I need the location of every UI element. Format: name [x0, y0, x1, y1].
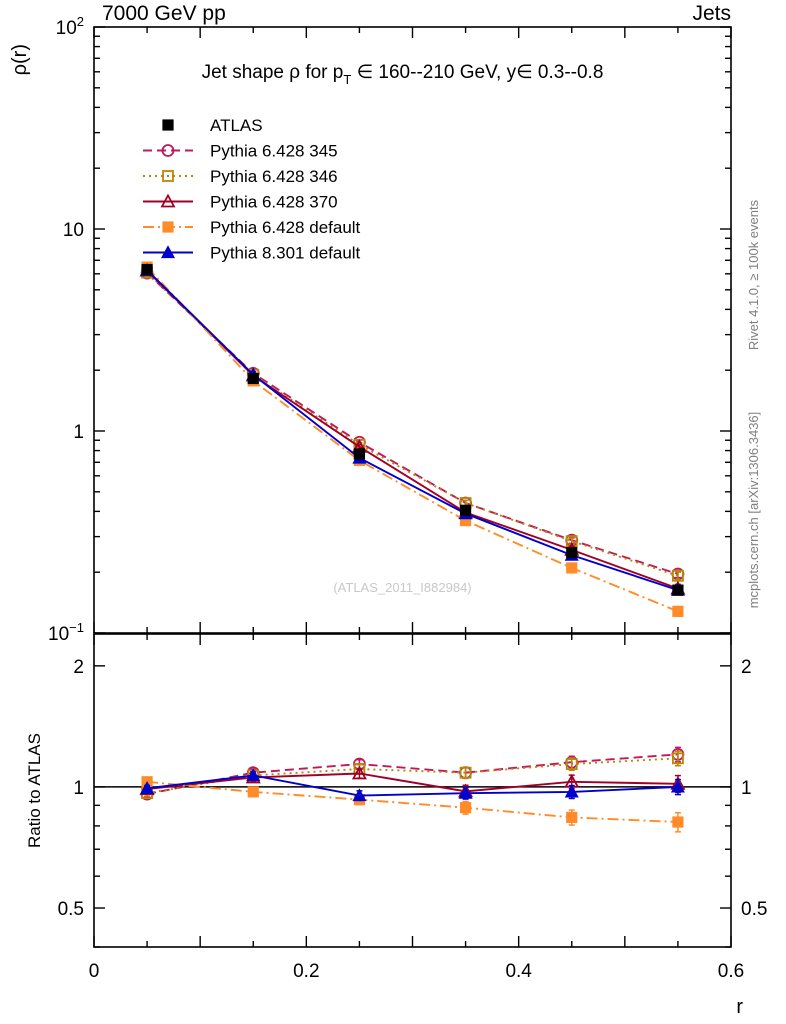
datapoint-Pythia-6-428-346: [565, 758, 578, 770]
ytick-label-ratio-right: 1: [741, 778, 752, 799]
legend-marker-0: [162, 119, 174, 131]
main-ylabel: ρ(r): [9, 44, 31, 75]
xtick-label: 0.2: [293, 961, 319, 982]
datapoint-Pythia-8-301-default: [564, 784, 579, 798]
datapoint-Pythia-6-428-default: [672, 605, 684, 617]
legend-label-1[interactable]: Pythia 6.428 345: [210, 142, 338, 161]
header-right: Jets: [692, 2, 731, 25]
series-line-Pythia-6-428-default: [146, 266, 679, 613]
series-line-Pythia-6-428-345: [146, 272, 679, 575]
series-line-Pythia-8-301-default: [146, 774, 678, 797]
legend-label-3[interactable]: Pythia 6.428 370: [210, 193, 338, 212]
xtick-label: 0.4: [505, 961, 532, 982]
main-title: Jet shape ρ for pT ∈ 160--210 GeV, y∈ 0.…: [202, 62, 604, 87]
ytick-label-ratio: 0.5: [58, 899, 84, 920]
legend-label-2[interactable]: Pythia 6.428 346: [210, 167, 338, 186]
datapoint-ATLAS: [566, 547, 578, 559]
datapoint-ATLAS: [353, 448, 366, 460]
ytick-label-main: 102: [56, 14, 84, 39]
datapoint-Pythia-8-301-default: [140, 781, 155, 794]
datapoint-Pythia-8-301-default: [246, 768, 261, 782]
datapoint-ATLAS: [247, 372, 259, 385]
ytick-label-main: 10−1: [48, 620, 84, 645]
legend-label-4[interactable]: Pythia 6.428 default: [210, 218, 361, 237]
datapoint-ATLAS: [459, 504, 472, 516]
ytick-label-main: 1: [73, 422, 84, 443]
datapoint-Pythia-6-428-default: [247, 786, 259, 798]
datapoint-Pythia-8-301-default: [458, 785, 473, 799]
xtick-label: 0: [89, 961, 100, 982]
side-note-mcplots: mcplots.cern.ch [arXiv:1306.3436]: [746, 412, 761, 609]
datapoint-Pythia-6-428-default: [566, 562, 578, 574]
series-line-Pythia-6-428-370: [146, 269, 679, 590]
datapoint-Pythia-6-428-370: [351, 765, 367, 780]
legend-marker-2: [162, 170, 174, 182]
side-note-rivet: Rivet 4.1.0, ≥ 100k events: [746, 199, 761, 350]
datapoint-Pythia-8-301-default: [670, 779, 685, 793]
legend-label-0[interactable]: ATLAS: [210, 116, 263, 135]
datapoint-Pythia-8-301-default: [352, 788, 367, 802]
header-left: 7000 GeV pp: [102, 2, 226, 25]
ytick-label-ratio: 2: [73, 657, 84, 678]
series-line-Pythia-6-428-370: [146, 772, 678, 793]
xtick-label: 0.6: [718, 961, 744, 982]
series-line-Pythia-6-428-345: [146, 753, 678, 795]
ratio-panel-frame: [93, 633, 732, 948]
xaxis-label: r: [736, 996, 743, 1018]
legend-marker-5: [160, 245, 176, 259]
datapoint-Pythia-6-428-346: [459, 766, 472, 779]
ytick-label-ratio-right: 2: [741, 657, 752, 678]
datapoint-Pythia-6-428-default: [672, 816, 684, 828]
datapoint-ATLAS: [672, 584, 684, 596]
series-line-Pythia-8-301-default: [146, 269, 679, 592]
datapoint-Pythia-6-428-default: [566, 811, 578, 823]
series-line-Pythia-6-428-default: [146, 780, 678, 823]
legend-label-5[interactable]: Pythia 8.301 default: [210, 244, 361, 263]
legend-marker-1: [161, 144, 175, 157]
ytick-label-ratio-right: 0.5: [741, 899, 767, 920]
legend-marker-3: [160, 193, 176, 208]
ytick-label-ratio: 1: [73, 778, 84, 799]
watermark: (ATLAS_2011_I882984): [333, 580, 471, 595]
legend-marker-4: [162, 221, 174, 233]
datapoint-Pythia-6-428-default: [459, 802, 472, 814]
datapoint-Pythia-6-428-346: [672, 752, 684, 765]
ytick-label-main: 10: [63, 220, 84, 241]
series-line-Pythia-6-428-346: [146, 271, 679, 577]
datapoint-ATLAS: [141, 263, 153, 276]
ratio-ylabel: Ratio to ATLAS: [25, 733, 44, 848]
main-panel-frame: [93, 26, 732, 634]
series-line-Pythia-6-428-346: [146, 757, 678, 795]
